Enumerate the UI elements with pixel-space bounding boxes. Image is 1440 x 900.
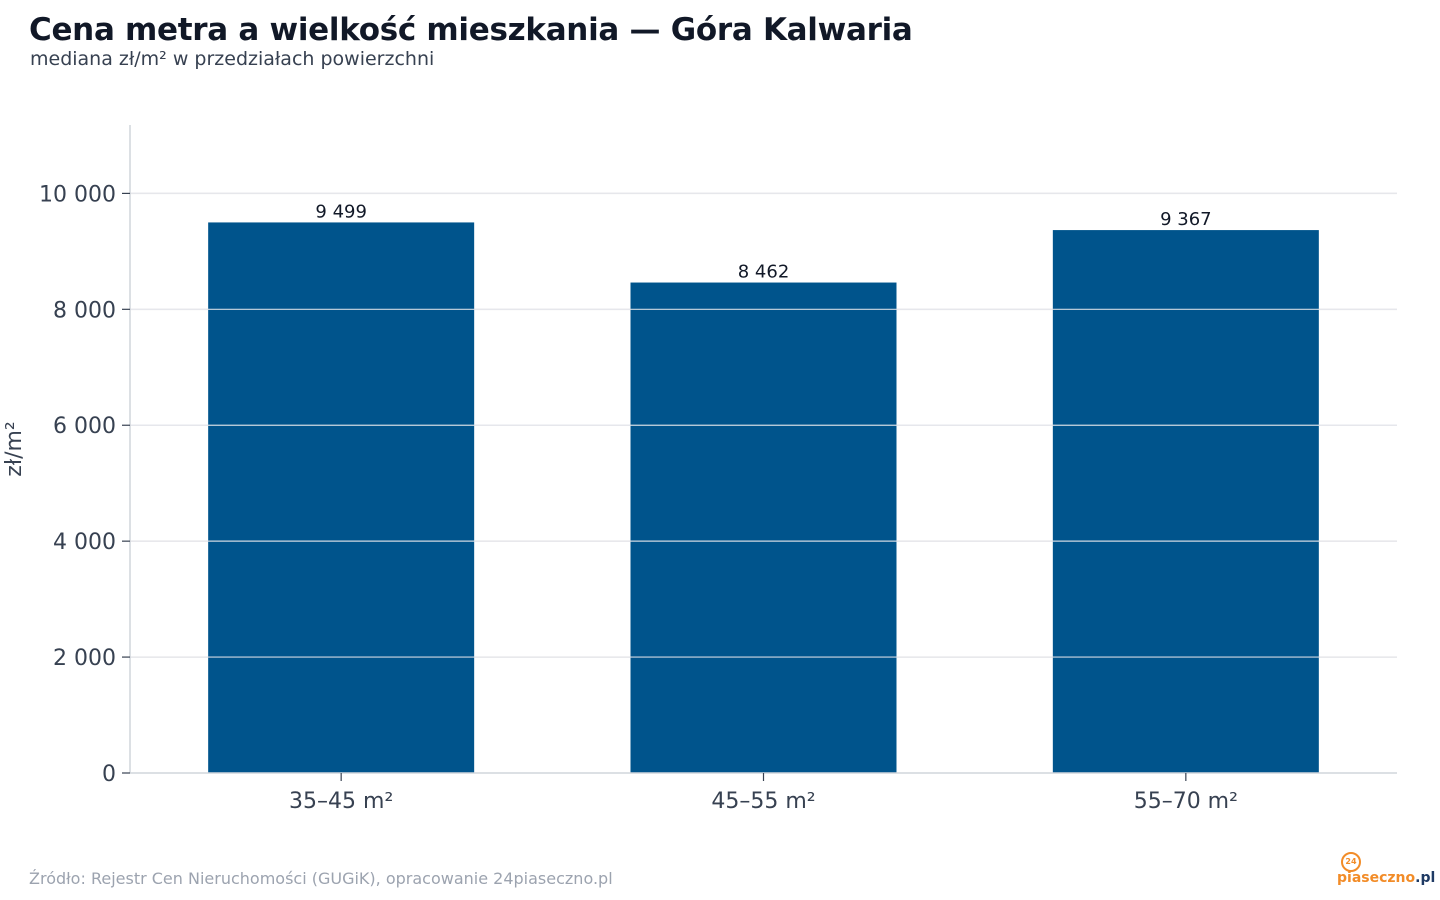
chart-title: Cena metra a wielkość mieszkania — Góra … bbox=[29, 12, 913, 48]
x-tick-label-1: 45–55 m² bbox=[711, 789, 815, 814]
logo-text: piaseczno.pl bbox=[1337, 870, 1435, 886]
logo-name: piaseczno bbox=[1337, 870, 1416, 886]
y-tick-label-2: 4 000 bbox=[53, 530, 116, 555]
source-note: Źródło: Rejestr Cen Nieruchomości (GUGiK… bbox=[29, 869, 613, 888]
logo-tld: .pl bbox=[1415, 870, 1436, 886]
value-label-1: 8 462 bbox=[738, 262, 790, 283]
y-tick-label-1: 2 000 bbox=[53, 646, 116, 671]
value-label-2: 9 367 bbox=[1160, 209, 1212, 230]
x-tick-label-2: 55–70 m² bbox=[1134, 789, 1238, 814]
x-tick-label-0: 35–45 m² bbox=[289, 789, 393, 814]
y-tick-label-3: 6 000 bbox=[53, 414, 116, 439]
y-tick-label-0: 0 bbox=[102, 762, 116, 787]
logo-badge-icon: 24 bbox=[1341, 852, 1361, 872]
chart-subtitle: mediana zł/m² w przedziałach powierzchni bbox=[30, 48, 435, 70]
bar-2 bbox=[1052, 230, 1319, 773]
y-axis-label: zł/m² bbox=[2, 421, 27, 476]
bar-1 bbox=[630, 282, 897, 773]
y-tick-label-4: 8 000 bbox=[53, 298, 116, 323]
bar-0 bbox=[208, 222, 475, 774]
value-label-0: 9 499 bbox=[315, 201, 367, 222]
y-tick-label-5: 10 000 bbox=[39, 182, 116, 207]
site-logo[interactable]: 24 piaseczno.pl bbox=[1337, 850, 1435, 890]
